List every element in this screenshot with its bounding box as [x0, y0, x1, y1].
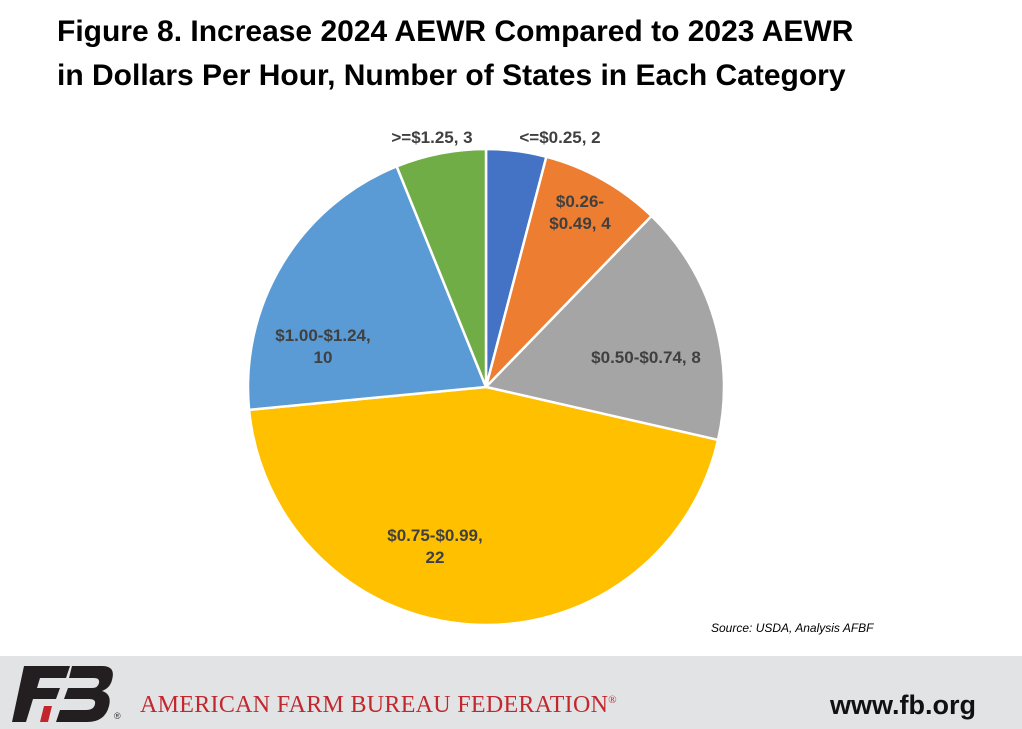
chart-title-line-1: Figure 8. Increase 2024 AEWR Compared to… — [57, 15, 854, 48]
pie-chart: <=$0.25, 2 $0.26- $0.49, 4 $0.50-$0.74, 8 $0… — [246, 128, 726, 627]
organization-name-text: AMERICAN FARM BUREAU FEDERATION — [140, 692, 609, 718]
pie-slice-label-line: $1.00-$1.24, — [275, 326, 370, 345]
pie-slice-label-line: 22 — [426, 548, 445, 567]
pie-slice-6 — [395, 147, 488, 388]
pie-slice-label-line: $0.26- — [556, 192, 604, 211]
footer-bar: ® AMERICAN FARM BUREAU FEDERATION® www.f… — [0, 656, 1022, 729]
pie-slice-label-2: $0.26- $0.49, 4 — [549, 192, 611, 233]
pie-slice-4 — [247, 385, 720, 627]
website-link[interactable]: www.fb.org — [830, 690, 976, 720]
pie-slice-label-line: $0.50-$0.74, 8 — [591, 348, 701, 367]
pie-labels: <=$0.25, 2 $0.26- $0.49, 4 $0.50-$0.74, 8 $0… — [275, 128, 701, 567]
chart-title: Figure 8. Increase 2024 AEWR Compared to… — [57, 10, 997, 98]
pie-slice-label-6: >=$1.25, 3 — [391, 128, 472, 147]
fb-logo-icon — [12, 666, 113, 722]
pie-slice-label-line: 10 — [314, 348, 333, 367]
chart-title-line-2: in Dollars Per Hour, Number of States in… — [57, 59, 846, 92]
pie-slice-label-4: $0.75-$0.99, 22 — [387, 526, 482, 567]
pie-slice-5 — [246, 164, 488, 412]
logo-registered-mark: ® — [114, 711, 121, 721]
pie-slice-label-line: <=$0.25, 2 — [519, 128, 600, 147]
pie-slice-label-line: >=$1.25, 3 — [391, 128, 472, 147]
pie-slice-3 — [483, 214, 726, 442]
pie-slice-label-line: $0.49, 4 — [549, 214, 611, 233]
organization-registered-mark: ® — [608, 694, 617, 706]
source-note: Source: USDA, Analysis AFBF — [711, 621, 874, 635]
pie-slice-label-5: $1.00-$1.24, 10 — [275, 326, 370, 367]
organization-name: AMERICAN FARM BUREAU FEDERATION® — [140, 692, 617, 719]
pie-slices — [246, 147, 726, 627]
pie-slice-label-1: <=$0.25, 2 — [519, 128, 600, 147]
pie-slice-label-3: $0.50-$0.74, 8 — [591, 348, 701, 367]
pie-slice-label-line: $0.75-$0.99, — [387, 526, 482, 545]
pie-slice-2 — [483, 155, 654, 392]
